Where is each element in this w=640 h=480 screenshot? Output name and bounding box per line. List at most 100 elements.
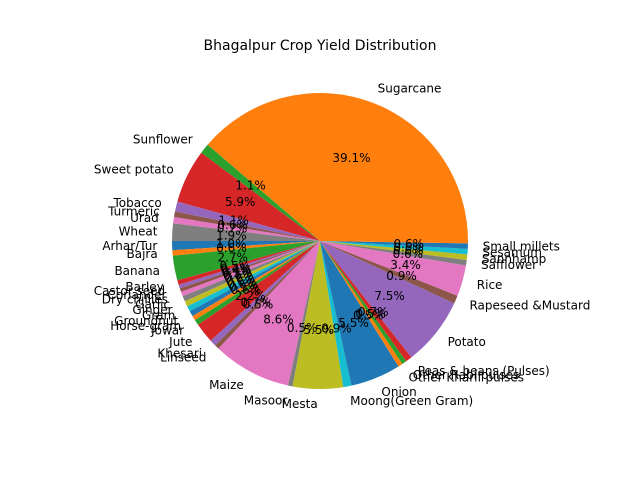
pct-label-sunflower: 1.1%	[235, 179, 266, 193]
slice-label-barley: Barley	[125, 280, 163, 294]
pct-label-sannhamp: 0.6%	[393, 244, 424, 258]
slice-label-gram: Gram	[142, 309, 175, 323]
pie-slice-dry-chillies	[181, 241, 320, 297]
pie-slice-banana	[172, 241, 320, 281]
slice-label-potato: Potato	[448, 335, 486, 349]
slice-label-ginger: Ginger	[132, 303, 172, 317]
pie-slice-khesari	[210, 241, 320, 346]
pct-label-ginger: 0.6%	[224, 272, 255, 286]
pie-slice-tobacco	[174, 201, 320, 241]
pie-slice-mesta	[292, 241, 344, 389]
pie-slice-urad	[173, 217, 320, 241]
percent-labels: 1.0%0.6%2.7%0.5%0.4%0.4%0.5%0.6%0.6%0.6%…	[216, 151, 424, 337]
pct-label-moong-green-gram: 0.9%	[321, 321, 352, 335]
pct-label-turmeric: 0.6%	[217, 218, 248, 232]
slice-label-groundnut: Groundnut	[114, 314, 178, 328]
pie-slice-onion	[320, 241, 399, 386]
pct-label-safflower: 0.6%	[393, 247, 424, 261]
slice-label-rice: Rice	[477, 278, 503, 292]
pie-slice-peas-beans-pulses	[320, 241, 412, 362]
pie-slice-groundnut	[189, 241, 320, 317]
pct-label-bajra: 0.6%	[216, 241, 247, 255]
pct-label-barley: 0.5%	[220, 259, 251, 273]
pct-label-khesari: 0.7%	[240, 295, 271, 309]
pct-label-dry-chillies: 0.5%	[222, 266, 253, 280]
pie-slice-turmeric	[173, 211, 320, 241]
pct-label-jowar: 0.6%	[231, 283, 262, 297]
pie-slice-horse-gram	[192, 241, 320, 321]
pie-slice-small-millets	[320, 241, 468, 249]
slice-label-other-rabi-pulses: Other Rabi pulses	[413, 368, 520, 382]
pie-slice-sunflower	[201, 144, 320, 241]
pie-slice-masoor	[288, 241, 320, 387]
pie-slice-rapeseed-mustard	[320, 241, 458, 304]
slice-label-sunflower: Sunflower	[133, 132, 193, 146]
pie-slice-other-kharif-pulses	[320, 241, 403, 367]
pct-label-groundnut: 0.6%	[227, 278, 258, 292]
pct-label-arhar-tur: 1.0%	[216, 237, 247, 251]
slice-label-rapeseed-mustard: Rapeseed &Mustard	[469, 298, 590, 312]
pct-label-coriander: 0.4%	[221, 263, 252, 277]
pie-slice-wheat	[172, 223, 320, 241]
pct-label-horse-gram: 0.5%	[229, 280, 260, 294]
slice-label-jowar: Jowar	[150, 324, 184, 338]
pie-slice-jowar	[194, 241, 320, 325]
pct-label-peas-beans-pulses: 0.7%	[358, 305, 389, 319]
slice-label-linseed: Linseed	[160, 351, 206, 365]
pie-slice-garlic	[182, 241, 320, 302]
pie-slice-sannhamp	[320, 241, 468, 260]
pct-label-other-rabi-pulses: 0.5%	[355, 307, 386, 321]
pct-label-urad: 0.7%	[217, 222, 248, 236]
pct-label-mesta: 5.5%	[304, 323, 335, 337]
pct-label-linseed: 0.5%	[243, 298, 274, 312]
pct-label-tobacco: 1.1%	[218, 213, 249, 227]
pct-label-masoor: 0.5%	[287, 321, 318, 335]
slice-label-onion: Onion	[381, 385, 416, 399]
pie-slice-castor-seed	[178, 241, 320, 289]
pct-label-maize: 8.6%	[263, 312, 294, 326]
slice-label-maize: Maize	[209, 378, 244, 392]
pct-label-sugarcane: 39.1%	[332, 151, 370, 165]
pie-slice-linseed	[215, 241, 320, 349]
pie-slice-gram	[187, 241, 320, 312]
slice-label-safflower: Safflower	[481, 258, 537, 272]
slice-label-coriander: Coriander	[108, 288, 167, 302]
slice-label-masoor: Masoor	[244, 393, 288, 407]
slice-label-moong-green-gram: Moong(Green Gram)	[350, 394, 473, 408]
slice-label-wheat: Wheat	[119, 224, 158, 238]
slice-label-castor-seed: Castor seed	[94, 284, 165, 298]
pie-slice-potato	[320, 241, 455, 358]
pie-slice-jute	[197, 241, 320, 341]
pie-slice-barley	[177, 241, 320, 285]
pie-slice-ginger	[184, 241, 320, 307]
slice-label-other-kharif-pulses: Other Kharif pulses	[409, 371, 524, 385]
chart-title: Bhagalpur Crop Yield Distribution	[204, 38, 437, 54]
pie-slice-sugarcane	[207, 93, 468, 244]
pct-label-sweet-potato: 5.9%	[225, 195, 256, 209]
pct-label-wheat: 1.9%	[216, 229, 247, 243]
pct-label-rapeseed-mustard: 0.9%	[386, 269, 417, 283]
slice-label-peas-beans-pulses: Peas & beans (Pulses)	[418, 364, 550, 378]
slice-label-jute: Jute	[168, 335, 192, 349]
pie-slice-arhar-tur	[172, 241, 320, 251]
pie-slice-other-rabi-pulses	[320, 241, 407, 364]
slice-label-mesta: Mesta	[282, 397, 318, 411]
slice-label-dry-chillies: Dry chillies	[102, 292, 168, 306]
pct-label-onion: 5.5%	[338, 316, 369, 330]
pie-slice-rice	[320, 241, 466, 296]
pie-slices	[172, 93, 468, 389]
pie-slice-sesamum	[320, 241, 468, 255]
slice-label-sesamum: Sesamum	[482, 246, 542, 260]
pie-slice-moong-green-gram	[320, 241, 352, 388]
pie-slice-coriander	[179, 241, 320, 292]
slice-label-arhar-tur: Arhar/Tur	[102, 239, 157, 253]
slice-label-bajra: Bajra	[127, 247, 158, 261]
slice-label-urad: Urad	[130, 211, 159, 225]
slice-label-turmeric: Turmeric	[107, 205, 160, 219]
pct-label-other-kharif-pulses: 0.5%	[353, 309, 384, 323]
pie-slice-bajra	[172, 241, 320, 256]
slice-label-small-millets: Small millets	[483, 240, 560, 254]
pct-label-jute: 2.2%	[235, 289, 266, 303]
